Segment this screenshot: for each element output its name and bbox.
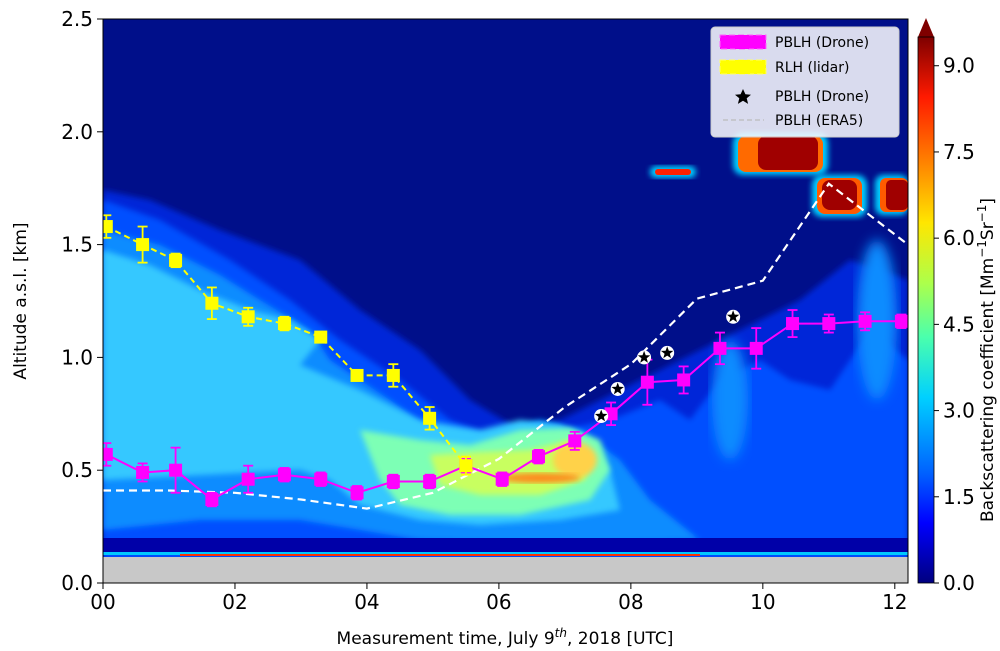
legend-entry-pblh-drone: PBLH (Drone) bbox=[719, 34, 869, 51]
legend: PBLH (Drone) RLH (lidar) PBLH (Drone) PB… bbox=[710, 26, 900, 138]
ground-layer-cyan bbox=[103, 552, 908, 555]
data-point-drone bbox=[314, 472, 328, 486]
colorbar-tick-label: 6.0 bbox=[943, 226, 975, 250]
data-point-drone-star bbox=[661, 346, 674, 359]
data-point-lidar bbox=[277, 317, 291, 331]
colorbar-tick-label: 0.0 bbox=[943, 571, 975, 595]
x-tick-label: 02 bbox=[222, 590, 247, 614]
field-level-7 bbox=[553, 442, 597, 478]
data-point-drone bbox=[169, 463, 183, 477]
data-point-drone bbox=[103, 447, 113, 461]
colorbar-label: Backscattering coefficient [Mm−1Sr−1] bbox=[975, 198, 998, 522]
y-axis: 0.0 0.5 1.0 1.5 2.0 2.5 bbox=[61, 7, 103, 595]
data-point-drone bbox=[749, 341, 763, 355]
y-tick-label: 1.5 bbox=[61, 233, 93, 257]
ground-mask bbox=[103, 557, 908, 583]
data-point-lidar bbox=[459, 459, 473, 473]
x-axis-label: Measurement time, July 9th, 2018 [UTC] bbox=[337, 626, 674, 649]
colorbar-tick-label: 3.0 bbox=[943, 399, 975, 423]
data-point-lidar bbox=[103, 220, 113, 234]
data-point-drone bbox=[136, 465, 150, 479]
legend-entry-pblh-drone-star: PBLH (Drone) bbox=[735, 89, 869, 105]
x-axis: 00 02 04 06 08 10 12 bbox=[90, 583, 908, 614]
data-point-drone bbox=[894, 314, 908, 328]
upper-layer bbox=[650, 133, 908, 217]
data-point-lidar bbox=[314, 330, 328, 344]
data-point-drone bbox=[822, 317, 836, 331]
colorbar-tick-label: 1.5 bbox=[943, 485, 975, 509]
y-tick-label: 0.5 bbox=[61, 458, 93, 482]
x-tick-label: 04 bbox=[354, 590, 379, 614]
svg-text:RLH (lidar): RLH (lidar) bbox=[775, 60, 849, 76]
plume-2 bbox=[712, 340, 748, 460]
series-line-lidar bbox=[105, 225, 467, 467]
colorbar: 0.0 1.5 3.0 4.5 6.0 7.5 9.0 Backscattering coe… bbox=[917, 18, 998, 595]
data-point-drone-star bbox=[637, 350, 651, 363]
x-tick-label: 10 bbox=[750, 590, 775, 614]
x-tick-label: 08 bbox=[618, 590, 643, 614]
data-point-lidar bbox=[205, 296, 219, 310]
legend-entry-pblh-era5: PBLH (ERA5) bbox=[723, 113, 863, 129]
data-point-drone bbox=[495, 472, 509, 486]
legend-entry-rlh-lidar: RLH (lidar) bbox=[719, 59, 849, 76]
data-point-lidar bbox=[386, 368, 400, 382]
data-point-drone bbox=[241, 472, 255, 486]
data-point-drone bbox=[858, 314, 872, 328]
data-point-drone bbox=[568, 434, 582, 448]
data-point-lidar bbox=[241, 310, 255, 324]
data-point-drone bbox=[640, 375, 654, 389]
data-point-drone bbox=[677, 373, 691, 387]
x-tick-label: 06 bbox=[486, 590, 511, 614]
data-point-drone bbox=[350, 486, 364, 500]
series-line-era5 bbox=[103, 182, 908, 510]
svg-text:PBLH (ERA5): PBLH (ERA5) bbox=[775, 113, 863, 129]
y-tick-label: 2.0 bbox=[61, 120, 93, 144]
data-point-lidar bbox=[169, 253, 183, 267]
colorbar-extend-arrow bbox=[918, 18, 934, 37]
colorbar-tick-label: 9.0 bbox=[943, 54, 975, 78]
legend-box bbox=[710, 26, 900, 138]
series-layer bbox=[103, 182, 908, 510]
data-point-lidar bbox=[136, 238, 150, 252]
ground-layer-hot bbox=[180, 554, 700, 556]
colorbar-ticks: 0.0 1.5 3.0 4.5 6.0 7.5 9.0 bbox=[934, 54, 975, 595]
colorbar-gradient bbox=[918, 37, 934, 583]
colorbar-tick-label: 4.5 bbox=[943, 312, 975, 336]
colorbar-tick-label: 7.5 bbox=[943, 140, 975, 164]
field-level-8 bbox=[500, 473, 580, 483]
data-point-drone bbox=[713, 341, 727, 355]
data-point-drone-star bbox=[595, 409, 608, 422]
x-tick-label: 00 bbox=[90, 590, 115, 614]
data-point-drone bbox=[386, 474, 400, 488]
data-point-drone bbox=[205, 493, 219, 507]
x-tick-label: 12 bbox=[882, 590, 907, 614]
y-axis-label: Altitude a.s.l. [km] bbox=[11, 222, 31, 379]
data-point-drone bbox=[786, 317, 800, 331]
data-point-lidar bbox=[423, 411, 437, 425]
y-tick-label: 0.0 bbox=[61, 571, 93, 595]
data-point-lidar bbox=[350, 368, 364, 382]
data-point-drone-star bbox=[611, 382, 624, 395]
y-tick-label: 2.5 bbox=[61, 7, 93, 31]
plume-1 bbox=[857, 240, 897, 400]
svg-text:PBLH (Drone): PBLH (Drone) bbox=[775, 89, 869, 105]
data-point-drone bbox=[423, 474, 437, 488]
data-point-drone bbox=[531, 450, 545, 464]
star-icon bbox=[735, 89, 751, 104]
y-tick-label: 1.0 bbox=[61, 345, 93, 369]
data-point-drone bbox=[277, 468, 291, 482]
data-point-drone-star bbox=[727, 310, 740, 323]
plot-frame bbox=[102, 18, 909, 584]
svg-text:PBLH (Drone): PBLH (Drone) bbox=[775, 35, 869, 51]
ground-layer-blue bbox=[103, 538, 908, 552]
